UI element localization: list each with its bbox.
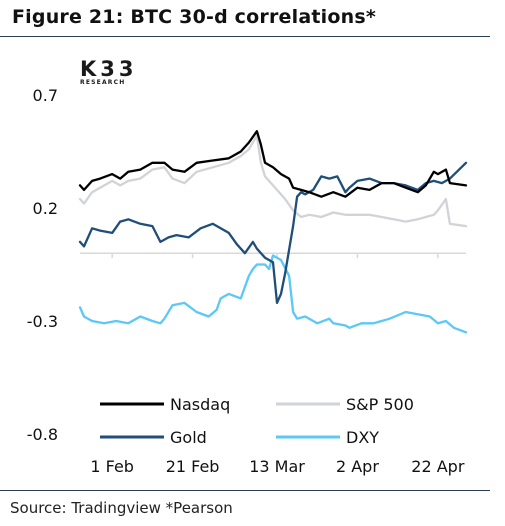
logo-wordmark: K33	[80, 57, 138, 81]
x-tick-label: 2 Apr	[336, 457, 379, 476]
y-tick-label: 0.7	[33, 86, 58, 105]
series-lines	[78, 130, 468, 334]
y-tick-label: -0.3	[27, 312, 58, 331]
legend-label-nasdaq: Nasdaq	[170, 395, 230, 414]
series-line-dxy	[78, 254, 468, 334]
zero-axis	[80, 252, 466, 259]
x-tick-label: 1 Feb	[90, 457, 134, 476]
legend-label-gold: Gold	[170, 428, 207, 447]
x-tick-label: 13 Mar	[249, 457, 305, 476]
y-axis-ticks: 0.7 0.2 -0.3 -0.8	[27, 86, 58, 444]
legend: Nasdaq S&P 500 Gold DXY	[100, 395, 414, 447]
figure-title: Figure 21: BTC 30-d correlations*	[12, 6, 376, 28]
k33-research-logo: K33 RESEARCH	[80, 57, 150, 87]
y-tick-label: 0.2	[33, 199, 58, 218]
series-line-s-p-500	[78, 134, 468, 228]
title-divider	[0, 36, 490, 37]
x-tick-label: 21 Feb	[166, 457, 220, 476]
series-line-nasdaq	[78, 130, 468, 198]
x-axis-ticks: 1 Feb 21 Feb 13 Mar 2 Apr 22 Apr	[90, 457, 464, 476]
x-tick-label: 22 Apr	[411, 457, 465, 476]
legend-label-dxy: DXY	[346, 428, 379, 447]
source-divider	[0, 490, 490, 491]
y-tick-label: -0.8	[27, 425, 58, 444]
legend-label-s-p-500: S&P 500	[346, 395, 414, 414]
source-note: Source: Tradingview *Pearson	[10, 499, 233, 517]
logo-subtitle: RESEARCH	[80, 79, 126, 86]
